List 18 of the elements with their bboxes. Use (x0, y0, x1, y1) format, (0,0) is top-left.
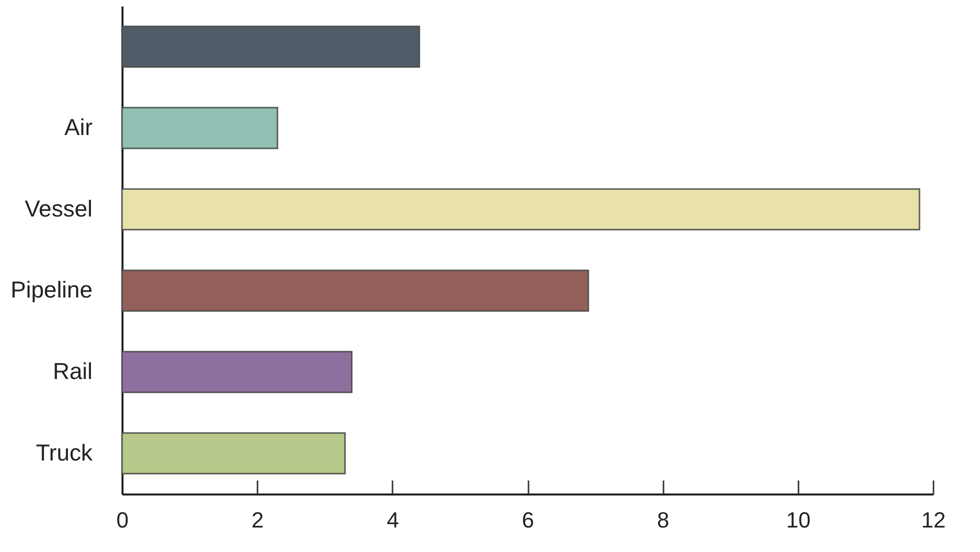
x-tick-label: 4 (386, 508, 399, 532)
bar (121, 350, 353, 394)
x-tick-label: 2 (252, 508, 264, 532)
y-tick-label: Pipeline (10, 276, 92, 303)
bar (121, 188, 920, 230)
x-tick-label: 0 (116, 508, 129, 532)
y-tick-label: Truck (36, 439, 93, 466)
y-tick-label: Air (64, 114, 93, 140)
x-tick-label: 6 (522, 508, 534, 532)
y-tick-label: Rail (52, 358, 92, 384)
x-tick-label: 8 (657, 508, 670, 532)
bar (121, 106, 278, 150)
x-tick-label: 10 (786, 508, 811, 532)
bar (121, 26, 420, 68)
bar (121, 432, 346, 474)
x-tick-label: 12 (921, 508, 946, 532)
bar (121, 270, 590, 312)
y-tick-label: Vessel (24, 195, 92, 222)
